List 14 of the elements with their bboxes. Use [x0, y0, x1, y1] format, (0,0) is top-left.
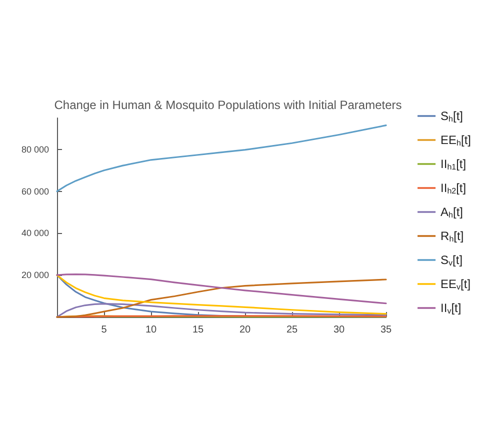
y-tick-label: 80 000 — [21, 144, 49, 154]
y-tick-label: 20 000 — [21, 270, 49, 280]
chart-title: Change in Human & Mosquito Populations with Initial Parameters — [54, 98, 402, 112]
line-series — [56, 124, 387, 192]
x-tick-label: 5 — [101, 324, 108, 336]
x-tick-label: 20 — [239, 324, 251, 336]
x-tick-label: 10 — [145, 324, 157, 336]
x-tick-label: 30 — [333, 324, 345, 336]
x-tick-label: 35 — [380, 324, 392, 336]
y-tick-label: 40 000 — [21, 228, 49, 238]
y-tick-label: 60 000 — [21, 186, 49, 196]
x-tick-label: 15 — [192, 324, 204, 336]
line-series — [56, 273, 387, 304]
x-tick-label: 25 — [286, 324, 298, 336]
